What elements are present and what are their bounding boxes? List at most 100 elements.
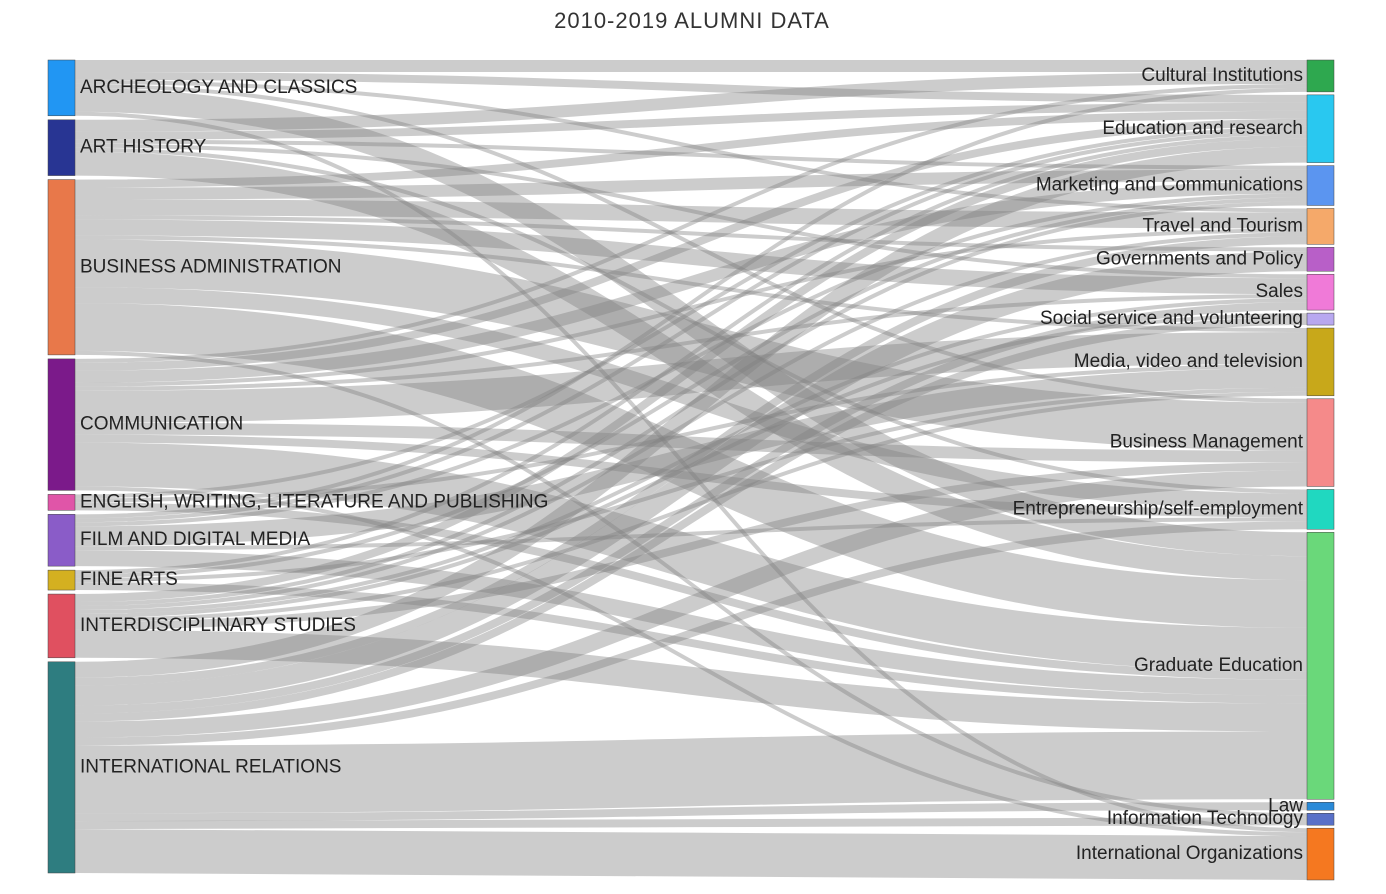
node [47, 514, 76, 567]
link [74, 470, 1308, 738]
link [74, 79, 1308, 213]
node [1306, 59, 1335, 93]
link [74, 434, 1308, 518]
link [74, 550, 1308, 696]
node [1306, 165, 1335, 206]
link [74, 71, 1308, 132]
link [74, 232, 1308, 610]
link [74, 239, 1308, 451]
link [74, 219, 1308, 295]
node-label: Travel and Tourism [1142, 215, 1303, 236]
node-label: Sales [1255, 281, 1303, 302]
link [74, 251, 1308, 706]
link [74, 317, 1308, 722]
link [74, 138, 1308, 603]
link [74, 462, 1308, 630]
node-label: Cultural Institutions [1141, 65, 1303, 86]
link [74, 169, 1308, 200]
node [1306, 802, 1335, 811]
link [74, 442, 1308, 672]
link [74, 829, 1308, 880]
node-label: ENGLISH, WRITING, LITERATURE AND PUBLISH… [80, 491, 548, 512]
link [74, 87, 1308, 519]
links [74, 59, 1308, 880]
link [74, 350, 1308, 818]
link [74, 332, 1308, 423]
link [74, 151, 1308, 581]
node-label: Graduate Education [1134, 655, 1303, 676]
link [74, 147, 1308, 494]
link [74, 134, 1308, 575]
link [74, 126, 1308, 499]
link [74, 387, 1308, 583]
link [74, 235, 1308, 333]
link [74, 110, 1308, 188]
link [74, 391, 1308, 622]
node [1306, 827, 1335, 881]
link [74, 629, 1308, 732]
link [74, 130, 1308, 523]
node [47, 179, 76, 356]
node-label: INTERDISCIPLINARY STUDIES [80, 615, 356, 636]
nodes: ARCHEOLOGY AND CLASSICS ART HISTORY BUSINE… [47, 59, 1335, 881]
link [74, 582, 1308, 704]
node-label: Media, video and television [1074, 351, 1303, 372]
link [74, 287, 1308, 510]
link [74, 146, 1308, 678]
link [74, 502, 1308, 680]
link [74, 139, 1308, 170]
link [74, 802, 1308, 822]
node-label: BUSINESS ADMINISTRATION [80, 256, 341, 277]
link [74, 298, 1308, 614]
link [74, 363, 1308, 503]
node-label: International Organizations [1076, 843, 1303, 864]
node [1306, 489, 1335, 530]
node-label: Law [1268, 795, 1303, 816]
node [47, 593, 76, 659]
node [47, 569, 76, 591]
link [74, 517, 1308, 551]
node-label: Marketing and Communications [1036, 175, 1303, 196]
node-label: Education and research [1102, 118, 1303, 139]
link [74, 313, 1308, 618]
link [74, 83, 1308, 403]
link [74, 201, 1308, 607]
node [47, 661, 76, 874]
link [74, 111, 1308, 833]
link [74, 193, 1308, 527]
link [74, 87, 1308, 557]
link [74, 486, 1308, 837]
link [74, 294, 1308, 391]
node-label: Business Management [1110, 432, 1304, 453]
link [74, 236, 1308, 686]
node-label: FILM AND DIGITAL MEDIA [80, 529, 310, 550]
chart-title: 2010-2019 ALUMNI DATA [554, 8, 830, 33]
node [47, 119, 76, 176]
node-label: Social service and volunteering [1040, 308, 1303, 329]
node-label: INTERNATIONAL RELATIONS [80, 756, 341, 777]
link [74, 302, 1308, 714]
node [1306, 312, 1335, 326]
node [1306, 398, 1335, 487]
link [74, 521, 1308, 746]
node-label: Information Technology [1107, 808, 1304, 829]
node [47, 59, 76, 117]
node [47, 358, 76, 491]
link [74, 731, 1308, 814]
node [1306, 247, 1335, 272]
link [74, 199, 1308, 229]
node [1306, 812, 1335, 826]
link [74, 181, 1308, 383]
node [1306, 273, 1335, 311]
node-label: Entrepreneurship/self-employment [1013, 498, 1304, 519]
node [1306, 208, 1335, 245]
link [74, 303, 1308, 628]
node-label: Governments and Policy [1096, 248, 1303, 269]
link [74, 215, 1308, 252]
link [74, 83, 1308, 363]
node [1306, 327, 1335, 397]
link [74, 817, 1308, 830]
node-label: COMMUNICATION [80, 414, 243, 435]
node-label: ART HISTORY [80, 137, 207, 158]
